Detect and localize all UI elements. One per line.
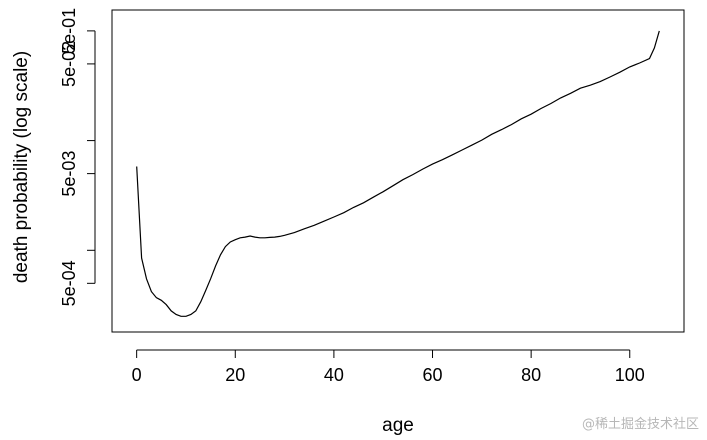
y-tick-label: 5e-03 [59,151,79,197]
y-tick-label: 5e-01 [59,8,79,54]
x-axis-title: age [382,415,414,436]
plot-box [111,9,685,333]
x-tick-label: 40 [324,365,344,385]
watermark: @稀土掘金技术社区 [581,417,699,432]
x-tick-label: 20 [225,365,245,385]
x-axis: 0 20 40 60 80 100 [132,349,645,385]
y-tick-label: 5e-02 [59,41,79,87]
x-tick-label: 100 [615,365,645,385]
x-tick-label: 80 [521,365,541,385]
x-tick-label: 0 [132,365,142,385]
y-axis-title: death probability (log scale) [11,51,32,283]
series-line [136,30,660,317]
x-tick-label: 60 [423,365,443,385]
y-tick-label: 5e-04 [59,260,79,306]
